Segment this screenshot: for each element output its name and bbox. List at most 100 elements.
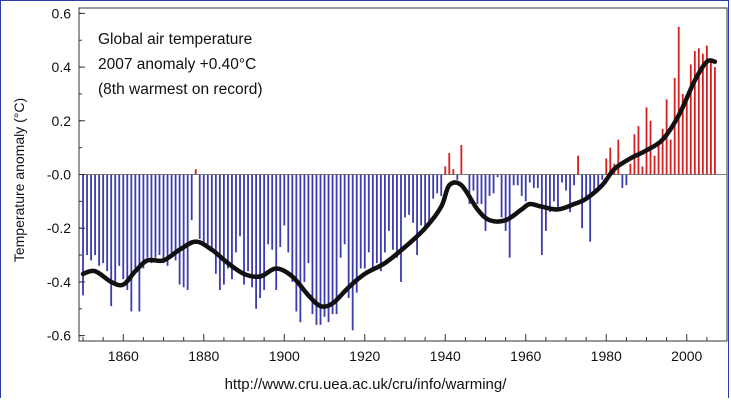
anomaly-bar bbox=[194, 169, 197, 175]
anomaly-bar bbox=[524, 174, 527, 202]
anomaly-bar bbox=[601, 174, 604, 180]
anomaly-bar bbox=[142, 174, 145, 269]
anomaly-bar bbox=[150, 174, 153, 264]
anomaly-bar bbox=[488, 174, 491, 196]
temperature-chart: 0.6 0.4 0.2 -0.0 -0.2 -0.4 -0.6 1860 1880 1900 19… bbox=[11, 5, 728, 364]
anomaly-bar bbox=[251, 174, 253, 288]
anomaly-bar bbox=[408, 174, 410, 215]
anomaly-bar bbox=[468, 174, 471, 205]
anomaly-bar bbox=[239, 174, 241, 237]
anomaly-bar bbox=[412, 174, 414, 223]
anomaly-bar bbox=[520, 174, 523, 196]
anomaly-bar bbox=[532, 174, 535, 188]
anomaly-bar bbox=[343, 174, 346, 245]
anomaly-bar bbox=[669, 139, 672, 175]
anomaly-bar bbox=[178, 174, 181, 285]
anomaly-bar bbox=[114, 174, 117, 282]
anomaly-bar bbox=[383, 174, 386, 253]
anomaly-bar bbox=[621, 174, 624, 188]
anomaly-bar bbox=[275, 174, 278, 290]
anomaly-bar bbox=[609, 147, 612, 175]
anomaly-bar bbox=[705, 45, 708, 175]
anomaly-bar bbox=[653, 155, 656, 175]
anomaly-bar bbox=[363, 174, 366, 269]
anomaly-bar bbox=[605, 158, 608, 175]
y-tick-label: 0.2 bbox=[52, 113, 72, 129]
anomaly-bar bbox=[625, 174, 628, 186]
anomaly-bar bbox=[227, 174, 229, 269]
y-tick-label: -0.0 bbox=[47, 167, 71, 183]
anomaly-bar bbox=[557, 174, 559, 210]
anomaly-bar bbox=[214, 174, 217, 274]
x-tick-label: 1900 bbox=[269, 348, 300, 364]
anomaly-bar bbox=[218, 174, 221, 290]
anomaly-bar bbox=[697, 48, 700, 175]
anomaly-bar bbox=[267, 174, 270, 245]
anomaly-bar bbox=[146, 174, 149, 258]
anomaly-bar bbox=[206, 174, 209, 245]
anomaly-bar bbox=[182, 174, 185, 288]
anomaly-bar bbox=[319, 174, 322, 325]
anomaly-bar bbox=[243, 174, 245, 285]
x-tick-label: 1980 bbox=[591, 348, 622, 364]
y-tick-label: 0.6 bbox=[52, 5, 72, 21]
anomaly-bar bbox=[661, 128, 664, 175]
anomaly-bar bbox=[645, 107, 648, 175]
anomaly-bar bbox=[186, 174, 189, 290]
annotation-anomaly: 2007 anomaly +0.40°C bbox=[98, 56, 257, 73]
anomaly-bar bbox=[440, 174, 443, 196]
anomaly-bar bbox=[371, 174, 374, 272]
anomaly-bar bbox=[94, 174, 96, 256]
anomaly-bar bbox=[516, 174, 519, 186]
anomaly-bar bbox=[222, 174, 225, 285]
anomaly-bar bbox=[685, 101, 688, 175]
anomaly-bar bbox=[122, 174, 125, 280]
anomaly-bar bbox=[569, 174, 571, 213]
anomaly-bar bbox=[339, 174, 342, 258]
anomaly-bar bbox=[561, 174, 563, 183]
anomaly-bar bbox=[303, 174, 306, 282]
anomaly-bar bbox=[323, 174, 326, 317]
anomaly-bar bbox=[428, 174, 431, 226]
anomaly-bar bbox=[617, 139, 620, 175]
y-tick-label: 0.4 bbox=[52, 59, 72, 75]
anomaly-bar bbox=[247, 174, 249, 272]
source-url[interactable]: http://www.cru.uea.ac.uk/cru/info/warmin… bbox=[224, 376, 507, 393]
anomaly-bar bbox=[480, 174, 483, 205]
anomaly-bar bbox=[174, 174, 177, 261]
x-axis: 1860 1880 1900 1920 1940 1960 1980 2000 bbox=[82, 334, 728, 364]
anomaly-bar bbox=[295, 174, 298, 312]
anomaly-bar bbox=[544, 174, 547, 231]
anomaly-bar bbox=[553, 174, 555, 202]
anomaly-bar bbox=[291, 174, 294, 282]
anomaly-bar bbox=[202, 174, 205, 245]
anomaly-bar bbox=[396, 174, 398, 258]
anomaly-bar bbox=[593, 174, 596, 191]
anomaly-bar bbox=[701, 53, 704, 175]
anomaly-bar bbox=[82, 174, 84, 296]
anomaly-bar bbox=[331, 174, 334, 315]
anomaly-bar bbox=[504, 174, 507, 231]
anomaly-bar bbox=[315, 174, 318, 325]
x-tick-label: 1860 bbox=[108, 348, 139, 364]
anomaly-bar bbox=[536, 174, 539, 188]
anomaly-bar bbox=[573, 174, 575, 186]
anomaly-bar bbox=[436, 174, 439, 194]
anomaly-bar bbox=[540, 174, 543, 256]
anomaly-bar bbox=[416, 174, 418, 256]
anomaly-bar bbox=[138, 174, 141, 312]
anomaly-bar bbox=[641, 166, 644, 175]
anomaly-bar bbox=[577, 155, 579, 175]
x-tick-label: 2000 bbox=[671, 348, 702, 364]
anomaly-bar bbox=[484, 174, 487, 231]
anomaly-bar bbox=[335, 174, 338, 315]
anomaly-bar bbox=[90, 174, 92, 261]
anomaly-bar bbox=[528, 174, 531, 183]
anomaly-bar bbox=[512, 174, 515, 186]
anomaly-bar bbox=[710, 61, 712, 175]
anomaly-bar bbox=[589, 174, 592, 242]
anomaly-bar bbox=[170, 174, 173, 256]
x-tick-label: 1960 bbox=[510, 348, 541, 364]
anomaly-bar bbox=[456, 174, 459, 180]
anomaly-bar bbox=[347, 174, 350, 299]
